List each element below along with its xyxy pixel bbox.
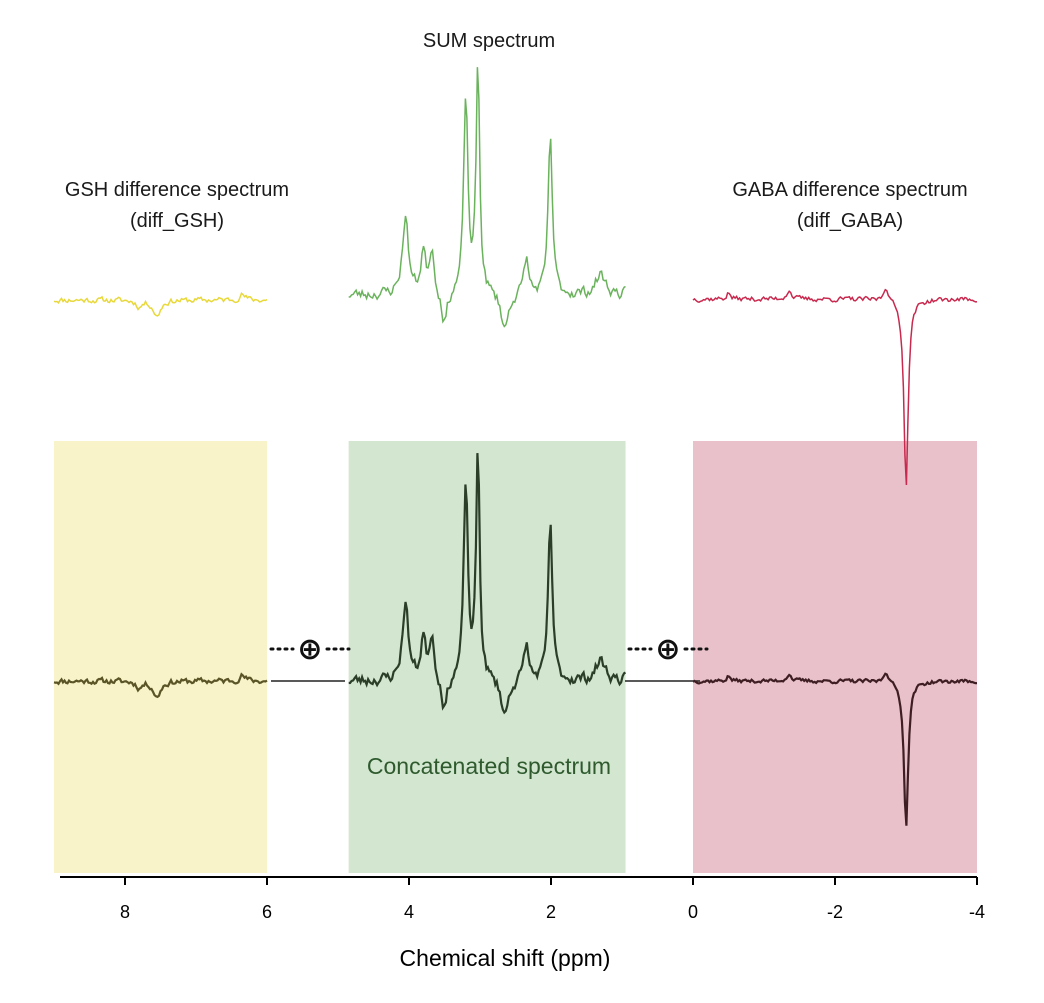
x-tick-label: 8 xyxy=(120,902,130,922)
x-tick-label: 2 xyxy=(546,902,556,922)
gaba-title: GABA difference spectrum xyxy=(732,179,967,201)
x-axis-ticks: 8 6 4 2 0 -2 -4 xyxy=(120,877,985,922)
gsh-subtitle: (diff_GSH) xyxy=(130,210,224,232)
concat-gsh-segment xyxy=(53,672,268,699)
gaba-subtitle: (diff_GABA) xyxy=(797,210,903,232)
x-tick-label: -4 xyxy=(969,902,985,922)
x-tick-label: 4 xyxy=(404,902,414,922)
sum-spectrum-line xyxy=(348,67,626,328)
sum-region xyxy=(348,441,626,873)
plus-circle-icon: ⊕ xyxy=(297,632,322,667)
concat-operator-2: ⊕ xyxy=(627,632,709,667)
gsh-spectrum-line xyxy=(53,292,268,317)
concat-gaba-segment xyxy=(692,672,978,826)
gsh-region xyxy=(54,441,267,873)
plus-circle-icon: ⊕ xyxy=(655,632,680,667)
x-tick-label: 6 xyxy=(262,902,272,922)
concat-operator-1: ⊕ xyxy=(269,632,351,667)
x-tick-label: -2 xyxy=(827,902,843,922)
x-axis-title: Chemical shift (ppm) xyxy=(400,945,611,971)
gaba-spectrum-line xyxy=(692,288,978,486)
gaba-region xyxy=(693,441,977,873)
gsh-title: GSH difference spectrum xyxy=(65,179,289,201)
concatenated-label: Concatenated spectrum xyxy=(367,753,611,779)
concat-sum-segment xyxy=(348,453,627,715)
x-tick-label: 0 xyxy=(688,902,698,922)
sum-title: SUM spectrum xyxy=(423,30,555,52)
